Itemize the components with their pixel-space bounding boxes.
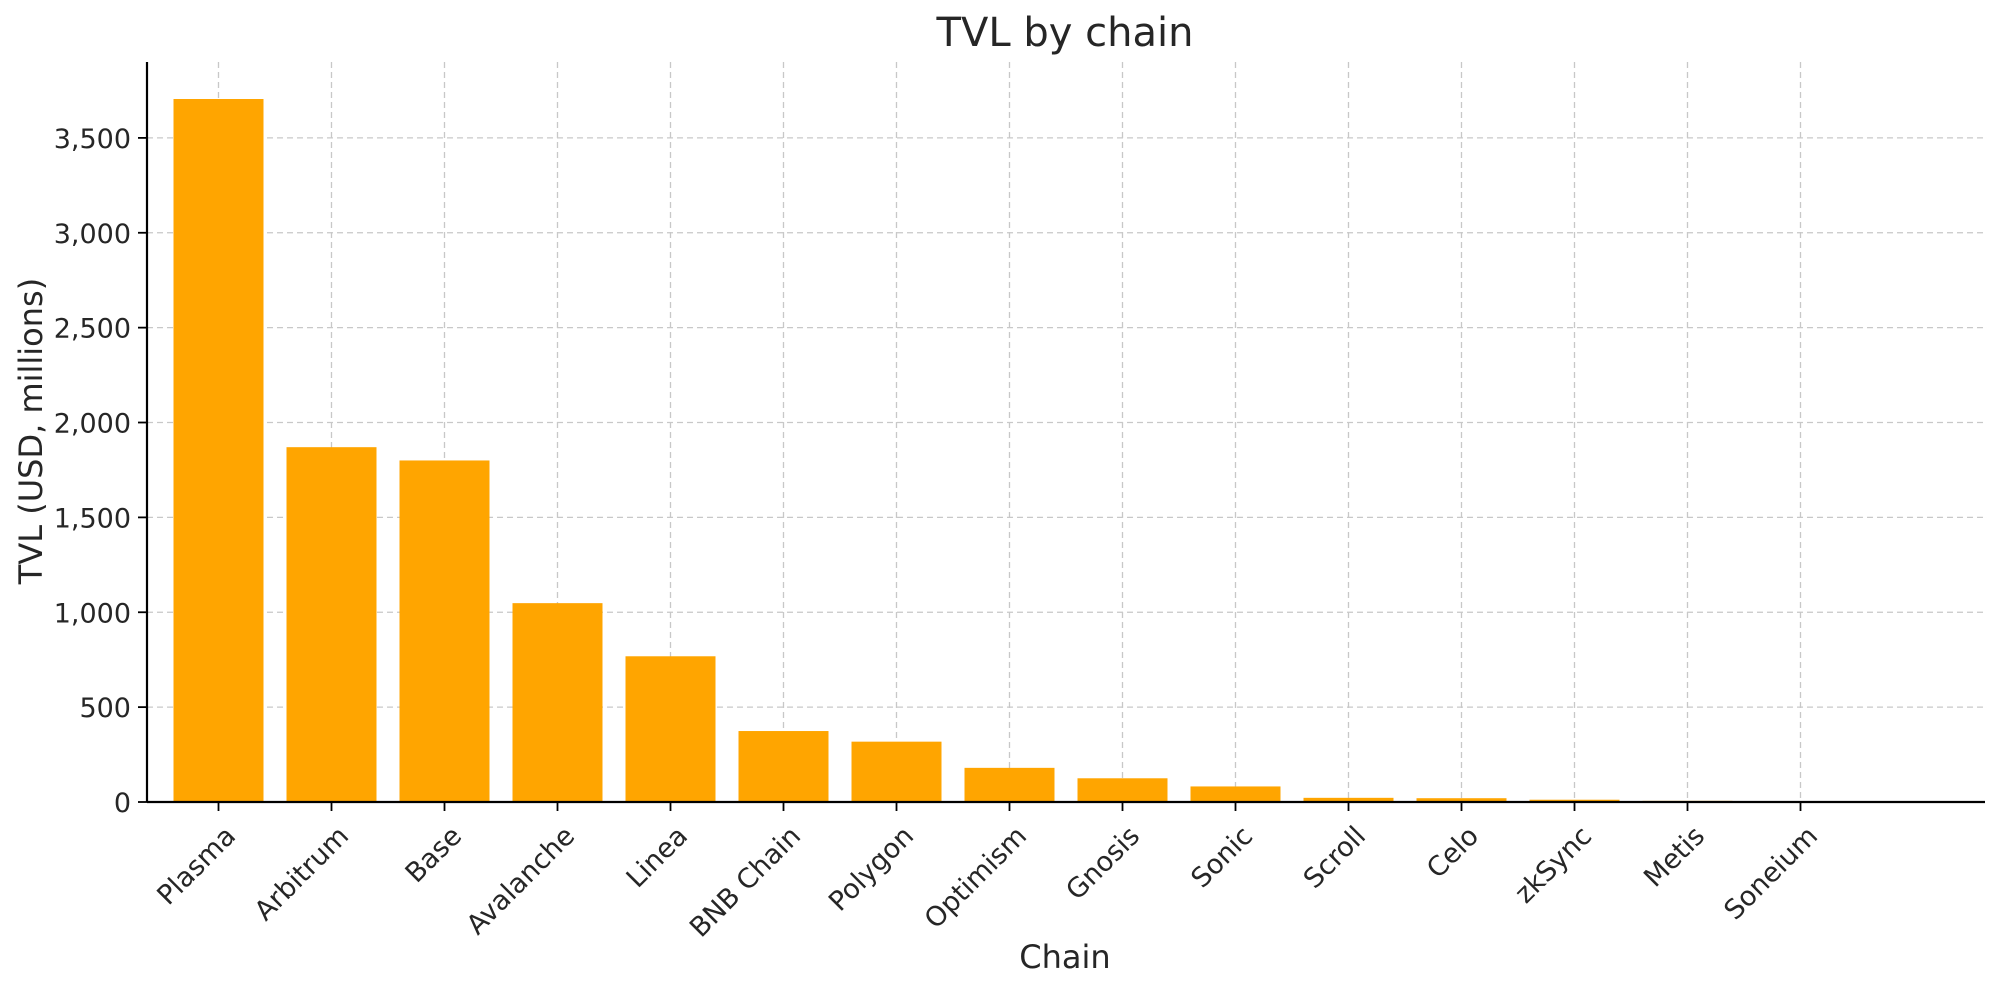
bar-base — [399, 460, 490, 802]
y-tick-label: 0 — [114, 788, 131, 819]
y-tick-label: 2,000 — [54, 409, 131, 440]
x-tick-label: Arbitrum — [249, 821, 355, 927]
y-tick-label: 1,500 — [54, 503, 131, 534]
y-tick-label: 1,000 — [54, 598, 131, 629]
bar-avalanche — [512, 603, 603, 802]
x-tick-label: Sonic — [1185, 821, 1259, 895]
x-tick-label: Celo — [1421, 821, 1485, 885]
y-ticks: 0 500 1,000 1,500 2,000 2,500 3,000 3,500 — [54, 124, 147, 819]
x-tick-label: Metis — [1638, 821, 1711, 894]
x-tick-label: Base — [400, 821, 468, 889]
x-tick-label: Scroll — [1298, 821, 1372, 895]
bar-bnb-chain — [738, 731, 829, 802]
bar-celo — [1416, 798, 1507, 802]
bar-plasma — [173, 99, 264, 802]
bar-gnosis — [1077, 778, 1168, 802]
bar-polygon — [851, 741, 942, 802]
grid-layer — [147, 62, 1985, 802]
x-tick-label: zkSync — [1509, 821, 1598, 910]
chart-title: TVL by chain — [936, 10, 1194, 56]
bar-linea — [625, 656, 716, 802]
x-axis-title: Chain — [1019, 938, 1110, 976]
x-tick-label: Linea — [621, 821, 694, 894]
x-tick-label: Optimism — [919, 821, 1033, 935]
x-tick-label: Avalanche — [461, 821, 581, 941]
y-tick-label: 2,500 — [54, 314, 131, 345]
x-tick-label: Gnosis — [1060, 821, 1146, 907]
x-tick-label: BNB Chain — [684, 821, 807, 944]
x-tick-label: Soneium — [1718, 821, 1824, 927]
bar-scroll — [1303, 797, 1394, 802]
bar-zksync — [1529, 799, 1620, 802]
bar-arbitrum — [286, 447, 377, 802]
bars-layer — [173, 99, 1846, 802]
x-tick-label: Polygon — [823, 821, 920, 918]
y-tick-label: 500 — [79, 693, 131, 724]
y-tick-label: 3,500 — [54, 124, 131, 155]
x-tick-label: Plasma — [151, 821, 242, 912]
axes-layer — [145, 62, 1985, 804]
y-axis-title: TVL (USD, millions) — [12, 278, 50, 585]
bar-sonic — [1190, 786, 1281, 802]
y-tick-label: 3,000 — [54, 219, 131, 250]
bar-optimism — [964, 767, 1055, 802]
